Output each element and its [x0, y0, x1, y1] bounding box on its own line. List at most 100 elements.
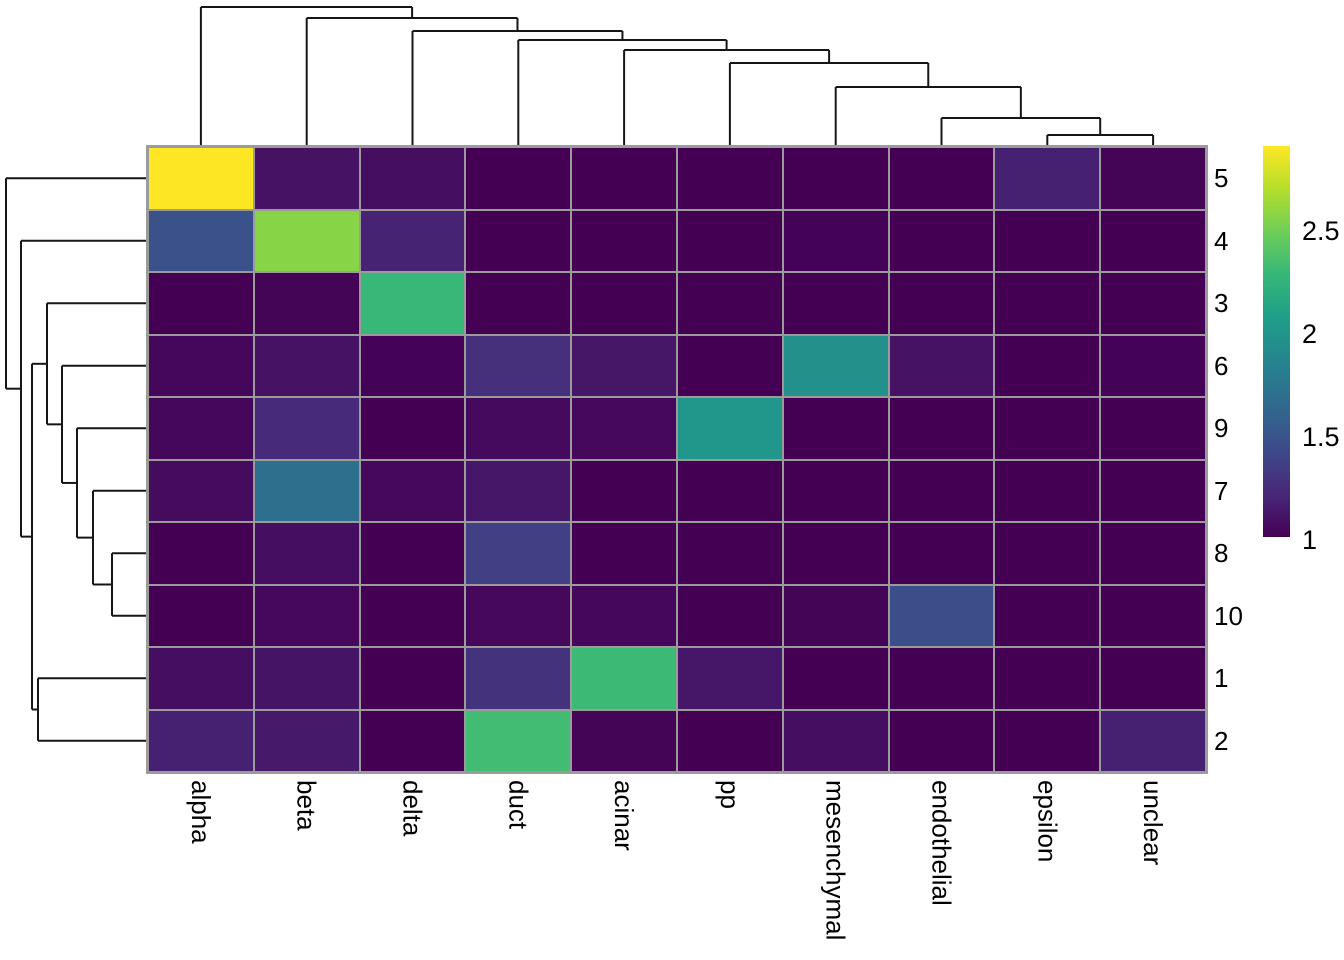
heatmap-cell	[572, 273, 676, 334]
column-label: delta	[397, 780, 428, 837]
row-label: 9	[1214, 413, 1229, 444]
heatmap-cell	[1101, 273, 1205, 334]
heatmap-cell	[1101, 460, 1205, 521]
heatmap-cell	[1101, 710, 1205, 771]
heatmap-cell	[360, 398, 465, 459]
heatmap-cell	[149, 710, 253, 771]
heatmap-cell	[783, 210, 888, 271]
heatmap-cell	[783, 460, 888, 521]
colorbar	[1263, 146, 1290, 537]
row-dendrogram	[5, 177, 147, 742]
heatmap-grid	[146, 145, 1208, 774]
heatmap-cell	[572, 523, 676, 584]
heatmap-cell	[572, 585, 676, 646]
heatmap-cell	[254, 273, 359, 334]
heatmap-cell	[466, 273, 571, 334]
heatmap-cell	[149, 335, 253, 396]
heatmap-cell	[889, 585, 994, 646]
heatmap-cell	[360, 710, 465, 771]
heatmap-cell	[149, 585, 253, 646]
row-label: 1	[1214, 663, 1229, 694]
heatmap-cell	[149, 648, 253, 709]
heatmap-cell	[466, 335, 571, 396]
heatmap-cell	[360, 148, 465, 209]
heatmap-cell	[1101, 398, 1205, 459]
heatmap-cell	[149, 273, 253, 334]
heatmap-cell	[360, 335, 465, 396]
heatmap-cell	[1101, 585, 1205, 646]
row-label: 8	[1214, 538, 1229, 569]
heatmap-cell	[254, 210, 359, 271]
heatmap-cell	[466, 648, 571, 709]
row-label: 5	[1214, 163, 1229, 194]
heatmap-cell	[149, 523, 253, 584]
heatmap-cell	[678, 148, 782, 209]
heatmap-cell	[678, 523, 782, 584]
heatmap-cell	[254, 585, 359, 646]
heatmap-cell	[254, 335, 359, 396]
heatmap-cell	[466, 398, 571, 459]
heatmap-cell	[889, 398, 994, 459]
heatmap-cell	[466, 460, 571, 521]
heatmap-cell	[889, 335, 994, 396]
heatmap-cell	[254, 398, 359, 459]
heatmap-cell	[889, 710, 994, 771]
heatmap-cell	[783, 335, 888, 396]
heatmap-cell	[889, 523, 994, 584]
row-label: 2	[1214, 725, 1229, 756]
heatmap-cell	[1101, 523, 1205, 584]
heatmap-cell	[678, 585, 782, 646]
heatmap-cell	[995, 148, 1100, 209]
heatmap-cell	[572, 460, 676, 521]
heatmap-cell	[149, 460, 253, 521]
heatmap-cell	[1101, 210, 1205, 271]
heatmap-cell	[678, 210, 782, 271]
heatmap-cell	[995, 273, 1100, 334]
column-label: pp	[714, 780, 745, 809]
heatmap-cell	[678, 273, 782, 334]
colorbar-tick-label: 2	[1302, 319, 1318, 350]
heatmap-cell	[995, 710, 1100, 771]
heatmap-cell	[678, 460, 782, 521]
row-label: 3	[1214, 288, 1229, 319]
heatmap-cell	[889, 460, 994, 521]
heatmap-cell	[466, 710, 571, 771]
column-label: duct	[503, 780, 534, 830]
heatmap-cell	[783, 273, 888, 334]
heatmap-cell	[360, 523, 465, 584]
heatmap-cell	[678, 335, 782, 396]
row-label: 7	[1214, 475, 1229, 506]
heatmap-cell	[783, 523, 888, 584]
heatmap-cell	[995, 523, 1100, 584]
heatmap-cell	[889, 648, 994, 709]
row-label: 4	[1214, 225, 1229, 256]
heatmap-cell	[572, 148, 676, 209]
column-dendrogram	[199, 6, 1155, 146]
heatmap-cell	[360, 273, 465, 334]
heatmap-cell	[995, 210, 1100, 271]
heatmap-cell	[995, 460, 1100, 521]
heatmap-cell	[572, 210, 676, 271]
heatmap-cell	[360, 585, 465, 646]
heatmap-cell	[572, 335, 676, 396]
heatmap-cell	[466, 148, 571, 209]
heatmap-cell	[678, 648, 782, 709]
heatmap-cell	[572, 710, 676, 771]
heatmap-cell	[149, 210, 253, 271]
colorbar-tick-label: 1	[1302, 525, 1318, 555]
heatmap-cell	[1101, 648, 1205, 709]
column-label: mesenchymal	[820, 780, 851, 941]
heatmap-cell	[678, 710, 782, 771]
heatmap-cell	[360, 210, 465, 271]
column-label: endothelial	[926, 780, 957, 906]
heatmap-cell	[360, 648, 465, 709]
heatmap-cell	[995, 648, 1100, 709]
heatmap-cell	[572, 648, 676, 709]
row-label: 10	[1214, 600, 1243, 631]
heatmap-cell	[783, 648, 888, 709]
heatmap-cell	[889, 210, 994, 271]
heatmap-cell	[678, 398, 782, 459]
heatmap-cell	[254, 648, 359, 709]
heatmap-cell	[254, 148, 359, 209]
